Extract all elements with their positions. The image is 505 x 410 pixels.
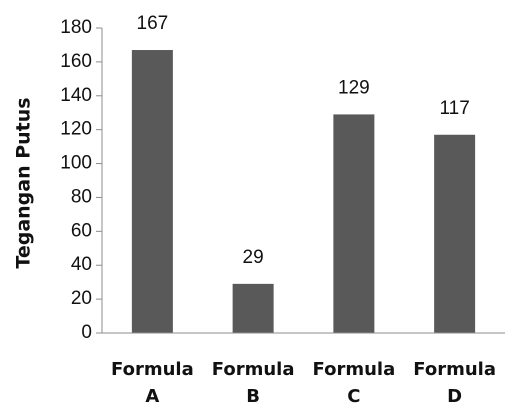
y-tick-label: 120 xyxy=(60,119,92,140)
data-label: 167 xyxy=(137,13,169,34)
x-category-label: B xyxy=(246,386,260,407)
y-tick-label: 0 xyxy=(81,322,92,343)
y-tick-label: 140 xyxy=(60,85,92,106)
x-category-label: Formula xyxy=(111,359,194,380)
y-tick-label: 180 xyxy=(60,17,92,38)
x-category-label: Formula xyxy=(212,359,295,380)
y-axis-title-group: Tegangan Putus xyxy=(13,97,35,268)
y-axis-title: Tegangan Putus xyxy=(13,97,35,268)
y-tick-label: 60 xyxy=(71,220,92,241)
x-category-label: Formula xyxy=(313,359,396,380)
category-labels: Formula A Formula B Formula C Formula D xyxy=(111,359,496,407)
y-tick-label: 40 xyxy=(71,254,92,275)
x-category-label: Formula xyxy=(413,359,496,380)
x-category-label: C xyxy=(347,386,360,407)
bar xyxy=(232,283,274,333)
y-axis-ticks: 0 20 40 60 80 100 120 140 160 180 xyxy=(60,17,102,343)
bar xyxy=(333,114,375,334)
bar xyxy=(434,134,476,333)
x-category-label: D xyxy=(447,386,462,407)
bar xyxy=(131,50,173,334)
data-label: 29 xyxy=(243,247,264,268)
data-label: 117 xyxy=(439,98,469,119)
y-tick-label: 100 xyxy=(60,153,92,174)
y-tick-label: 20 xyxy=(71,288,92,309)
y-tick-label: 160 xyxy=(60,51,92,72)
y-tick-label: 80 xyxy=(71,186,92,207)
bars xyxy=(131,50,476,334)
data-label: 129 xyxy=(338,77,370,98)
data-labels: 167 29 129 117 xyxy=(137,13,470,268)
x-category-label: A xyxy=(145,386,159,407)
